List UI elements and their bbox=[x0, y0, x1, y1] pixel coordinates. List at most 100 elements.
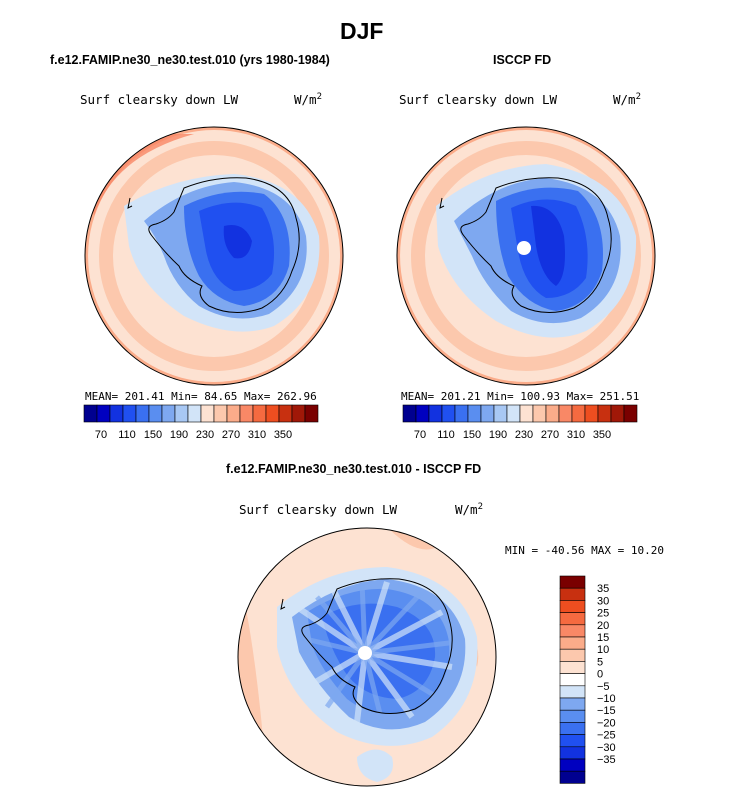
colorbar3-tick-label: −30 bbox=[597, 742, 616, 754]
panel2-map bbox=[396, 126, 656, 386]
colorbar1-swatch bbox=[239, 404, 254, 423]
panel2-stats: MEAN= 201.21 Min= 100.93 Max= 251.51 bbox=[401, 390, 640, 403]
colorbar3-tick-label: −15 bbox=[597, 705, 616, 717]
colorbar3-swatch bbox=[559, 697, 586, 711]
colorbar2-swatch bbox=[467, 404, 482, 423]
colorbar1-tick-label: 70 bbox=[95, 429, 107, 441]
colorbar1-swatch bbox=[83, 404, 98, 423]
panel2-heading: ISCCP FD bbox=[493, 53, 552, 67]
colorbar2-tick-label: 230 bbox=[515, 429, 533, 441]
colorbar1-swatch bbox=[96, 404, 111, 423]
colorbar2-tick-label: 70 bbox=[414, 429, 426, 441]
colorbar1-swatch bbox=[135, 404, 150, 423]
colorbar1-swatch bbox=[291, 404, 306, 423]
colorbar1-swatch bbox=[148, 404, 163, 423]
colorbar2-swatch bbox=[571, 404, 586, 423]
colorbar2-swatch bbox=[519, 404, 534, 423]
colorbar1-swatch bbox=[109, 404, 124, 423]
colorbar3-swatch bbox=[559, 624, 586, 638]
colorbar3-tick-label: 25 bbox=[597, 608, 609, 620]
colorbar2-swatch bbox=[428, 404, 443, 423]
panel1-map bbox=[84, 126, 344, 386]
colorbar3-tick-label: 10 bbox=[597, 644, 609, 656]
colorbar3-tick-label: −10 bbox=[597, 693, 616, 705]
panel1-units: W/m2 bbox=[294, 92, 322, 108]
colorbar2-swatch bbox=[532, 404, 547, 423]
colorbar1-swatch bbox=[278, 404, 293, 423]
colorbar2-swatch bbox=[545, 404, 560, 423]
colorbar1-tick-label: 190 bbox=[170, 429, 188, 441]
colorbar1-tick-label: 310 bbox=[248, 429, 266, 441]
panel3-heading: f.e12.FAMIP.ne30_ne30.test.010 - ISCCP F… bbox=[226, 462, 482, 476]
colorbar2-swatch bbox=[584, 404, 599, 423]
colorbar2-swatch bbox=[623, 404, 638, 423]
panel2-units: W/m2 bbox=[613, 92, 641, 108]
colorbar3-tick-label: 15 bbox=[597, 632, 609, 644]
colorbar3-swatch bbox=[559, 673, 586, 687]
colorbar3-tick-label: 30 bbox=[597, 595, 609, 607]
colorbar2-tick-label: 190 bbox=[489, 429, 507, 441]
colorbar1-swatch bbox=[200, 404, 215, 423]
panel3-map bbox=[237, 527, 497, 787]
colorbar3-tick-label: −5 bbox=[597, 681, 610, 693]
colorbar1-tick-label: 350 bbox=[274, 429, 292, 441]
colorbar2-swatch bbox=[441, 404, 456, 423]
colorbar3-tick-label: 35 bbox=[597, 583, 609, 595]
colorbar3-tick-label: 20 bbox=[597, 620, 609, 632]
colorbar3-swatch bbox=[559, 758, 586, 772]
colorbar3-swatch bbox=[559, 661, 586, 674]
colorbar1-tick-label: 230 bbox=[196, 429, 214, 441]
panel1-heading: f.e12.FAMIP.ne30_ne30.test.010 (yrs 1980… bbox=[50, 53, 330, 67]
colorbar3-swatch bbox=[559, 722, 586, 735]
panel1-stats: MEAN= 201.41 Min= 84.65 Max= 262.96 bbox=[85, 390, 317, 403]
colorbar1-tick-label: 270 bbox=[222, 429, 240, 441]
colorbar3-swatch bbox=[559, 612, 586, 626]
colorbar1-swatch bbox=[265, 404, 280, 423]
colorbar1-swatch bbox=[187, 404, 202, 423]
panel2-colorbar: 70 110 150 190 230 270 310 350 bbox=[402, 404, 638, 441]
colorbar1-swatch bbox=[213, 404, 228, 423]
colorbar3-swatch bbox=[559, 600, 586, 613]
colorbar2-swatch bbox=[506, 404, 521, 423]
colorbar3-swatch bbox=[559, 746, 586, 760]
colorbar1-swatch bbox=[226, 404, 241, 423]
colorbar3-tick-label: −35 bbox=[597, 754, 616, 766]
colorbar3-swatch bbox=[559, 709, 586, 723]
colorbar2-swatch bbox=[480, 404, 495, 423]
colorbar1-swatch bbox=[161, 404, 176, 423]
panel3-variable: Surf clearsky down LW bbox=[239, 502, 398, 517]
colorbar2-swatch bbox=[610, 404, 625, 423]
colorbar2-tick-label: 350 bbox=[593, 429, 611, 441]
colorbar2-tick-label: 150 bbox=[463, 429, 481, 441]
colorbar3-swatch bbox=[559, 587, 586, 601]
colorbar2-tick-label: 110 bbox=[437, 429, 455, 441]
colorbar1-swatch bbox=[304, 404, 319, 423]
colorbar1-swatch bbox=[174, 404, 189, 423]
colorbar1-tick-label: 150 bbox=[144, 429, 162, 441]
colorbar3-swatch bbox=[559, 685, 586, 699]
colorbar3-swatch bbox=[559, 575, 586, 589]
panel1-colorbar: 70 110 150 190 230 270 310 350 bbox=[83, 404, 319, 441]
panel3-stats: MIN = -40.56 MAX = 10.20 bbox=[505, 544, 664, 557]
colorbar2-swatch bbox=[597, 404, 612, 423]
colorbar2-swatch bbox=[415, 404, 430, 423]
colorbar2-swatch bbox=[402, 404, 417, 423]
panel2-pole-hole bbox=[517, 241, 531, 255]
panel2-variable: Surf clearsky down LW bbox=[399, 92, 558, 107]
colorbar3-swatch bbox=[559, 636, 586, 650]
panel1-variable: Surf clearsky down LW bbox=[80, 92, 239, 107]
colorbar3-swatch bbox=[559, 770, 586, 784]
colorbar3-tick-label: 5 bbox=[597, 656, 603, 668]
colorbar3-tick-label: 0 bbox=[597, 669, 603, 681]
panel3-units: W/m2 bbox=[455, 502, 483, 518]
colorbar1-tick-label: 110 bbox=[118, 429, 136, 441]
colorbar2-swatch bbox=[454, 404, 469, 423]
panel3-pole-hole bbox=[358, 646, 372, 660]
colorbar3-tick-label: −25 bbox=[597, 730, 616, 742]
colorbar3-swatch bbox=[559, 734, 586, 748]
colorbar3-tick-label: −20 bbox=[597, 717, 616, 729]
colorbar3-swatch bbox=[559, 648, 586, 662]
colorbar1-swatch bbox=[122, 404, 137, 423]
colorbar2-tick-label: 270 bbox=[541, 429, 559, 441]
